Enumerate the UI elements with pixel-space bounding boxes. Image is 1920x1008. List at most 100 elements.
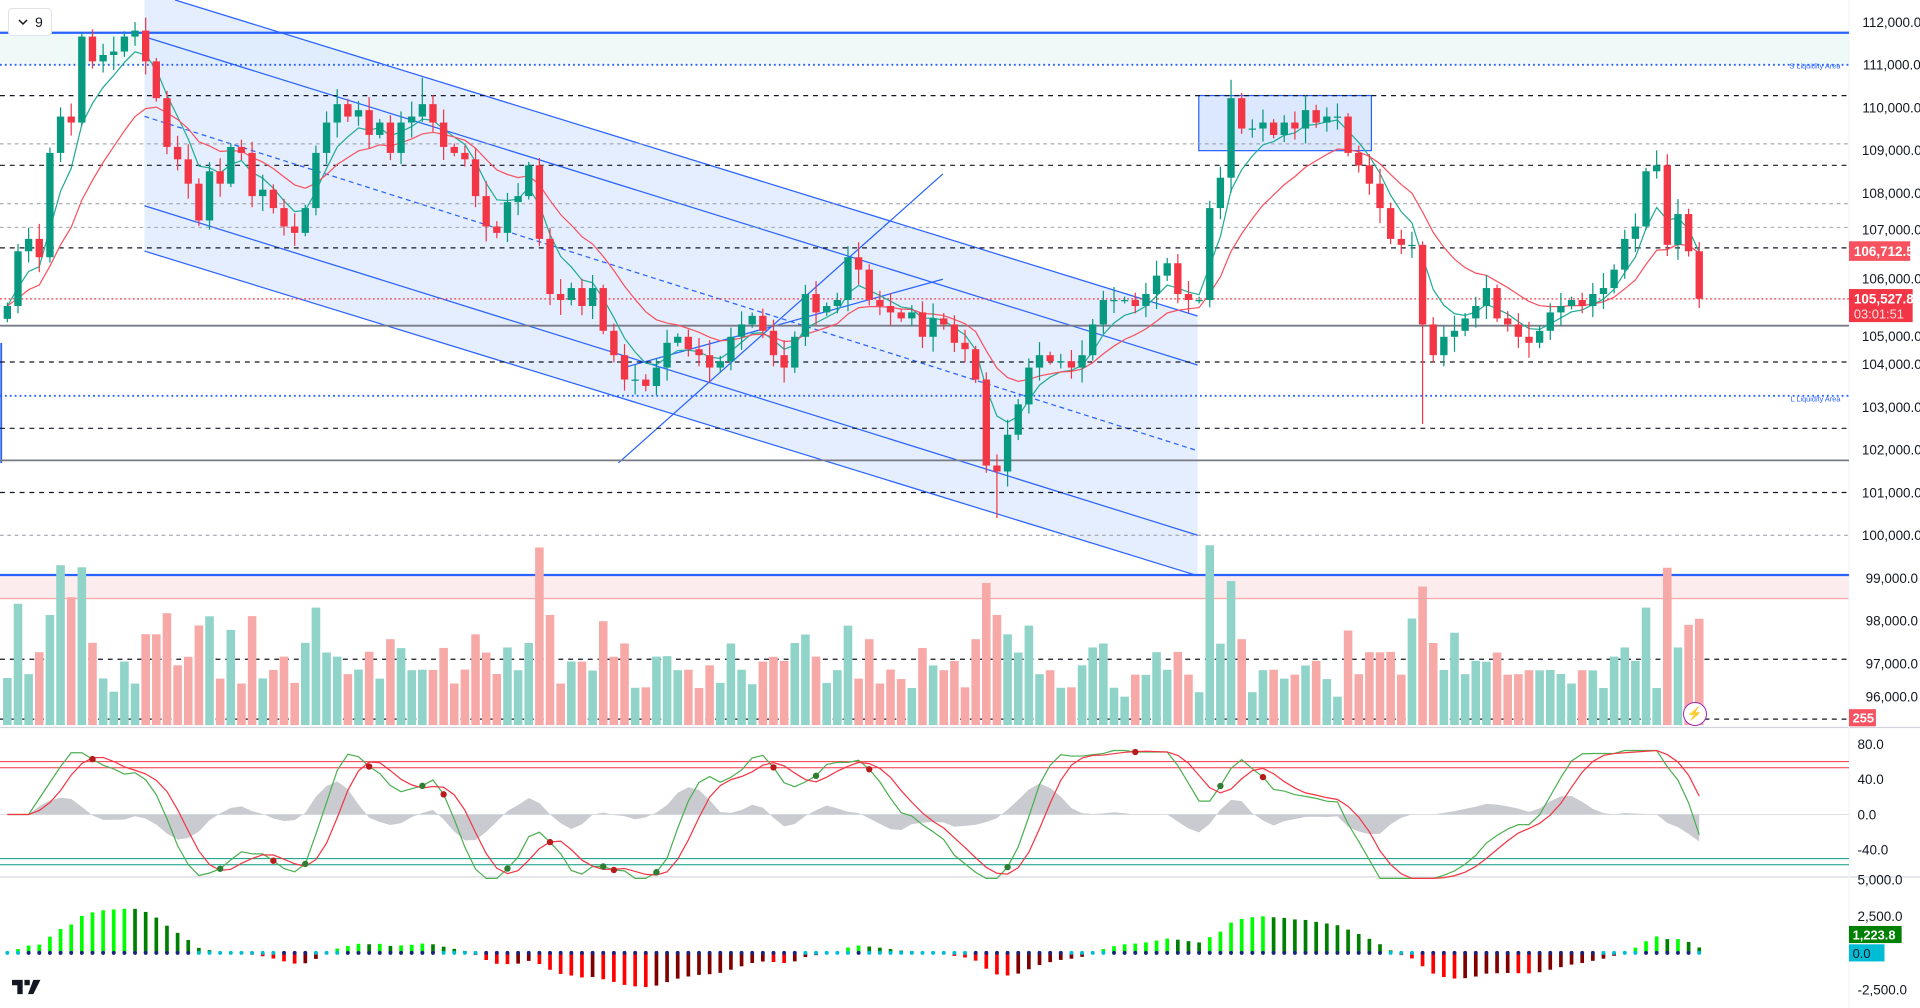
momentum-bar: [643, 952, 648, 988]
momentum-bar: [1559, 952, 1563, 968]
oscillator-histogram-area: [7, 781, 1700, 842]
volume-bar: [481, 652, 491, 726]
candle-body: [333, 104, 341, 123]
squeeze-dot: [803, 950, 808, 955]
candle-body: [195, 183, 203, 221]
oscillator-pane: [0, 748, 1849, 880]
channel-midline: [144, 115, 1198, 452]
squeeze-dot: [1186, 950, 1191, 955]
tradingview-logo-icon[interactable]: [12, 976, 44, 998]
volume-bar: [737, 669, 746, 726]
volume-bar: [705, 665, 714, 726]
squeeze-dot: [984, 950, 989, 955]
candle-body: [1631, 226, 1640, 239]
trend-line: [144, 36, 1198, 366]
candle-body: [56, 116, 65, 153]
volume-bar: [1663, 567, 1672, 726]
price-tick-label: 100,000.0: [1862, 528, 1920, 543]
momentum-bar: [452, 948, 457, 953]
volume-bar: [279, 656, 289, 726]
volume-bar: [694, 687, 704, 726]
candle-body: [748, 315, 756, 325]
candle: [1355, 145, 1363, 173]
candle: [482, 181, 490, 242]
squeeze-dot: [1197, 950, 1202, 955]
candle-body: [1025, 367, 1033, 405]
candle-body: [940, 318, 948, 325]
squeeze-dot: [697, 950, 701, 955]
candles: [3, 17, 1703, 519]
volume-value-text: 255: [1853, 711, 1874, 726]
squeeze-dot: [1346, 950, 1351, 955]
squeeze-dot: [952, 950, 957, 955]
volume-bar: [524, 643, 534, 726]
momentum-bar: [37, 944, 42, 953]
candle-body: [110, 51, 118, 55]
candle-body: [737, 324, 746, 337]
oscillator-tick-label: 80.0: [1858, 737, 1884, 752]
volume-bar: [950, 661, 959, 726]
candle: [1025, 358, 1033, 414]
momentum-bar: [1356, 934, 1361, 953]
volume-bar: [141, 634, 150, 726]
volume-bar: [1386, 651, 1395, 726]
squeeze-dot: [377, 950, 382, 955]
candle: [865, 264, 873, 306]
candle-body: [152, 61, 160, 99]
momentum-bar: [739, 952, 744, 967]
candle-body: [780, 355, 788, 368]
price-axis[interactable]: 112,000.0 111,000.0 110,000.0 109,000.0 108,…: [1858, 15, 1920, 998]
momentum-bar: [1293, 919, 1297, 953]
squeeze-dot: [420, 950, 425, 955]
momentum-bar: [558, 952, 563, 974]
candle: [940, 313, 948, 330]
price-tick-label: 101,000.0: [1862, 485, 1920, 500]
price-tick-label: 112,000.0: [1862, 15, 1920, 30]
trend-line: [144, 205, 1198, 536]
candle-body: [322, 122, 331, 153]
candle-body: [493, 226, 501, 233]
candle-body: [237, 146, 246, 153]
squeeze-dot: [260, 950, 265, 955]
candle: [408, 101, 416, 138]
volume-bar: [173, 665, 182, 726]
candle-body: [1099, 300, 1108, 325]
candle: [259, 174, 267, 212]
volume-bar: [779, 660, 789, 726]
candle-body: [631, 379, 639, 381]
volume-bar: [1130, 674, 1140, 726]
price-tick-label: 103,000.0: [1862, 400, 1920, 415]
candle: [78, 33, 86, 126]
volume-bar: [726, 643, 736, 726]
momentum-bar: [856, 945, 861, 953]
squeeze-dot: [1218, 950, 1223, 955]
candle: [1238, 92, 1246, 134]
volume-bar: [1673, 647, 1683, 726]
candle-body: [67, 116, 75, 123]
collapse-indicators-button[interactable]: 9: [8, 8, 52, 36]
momentum-bar: [101, 910, 105, 953]
candle-body: [556, 294, 565, 301]
candle-body: [1195, 300, 1203, 302]
volume-bar: [56, 565, 65, 726]
candle: [301, 204, 309, 237]
candle: [131, 22, 139, 46]
momentum-bar: [622, 952, 627, 985]
momentum-pane: [5, 908, 1702, 988]
squeeze-dot: [516, 950, 521, 955]
candle-body: [1504, 318, 1512, 325]
squeeze-dot: [79, 950, 84, 955]
candle: [120, 31, 129, 57]
candle-body: [1472, 306, 1480, 319]
momentum-bar: [654, 952, 659, 986]
squeeze-dot: [760, 950, 765, 955]
momentum-bar: [48, 936, 52, 953]
candle-body: [1110, 300, 1118, 302]
lightning-icon[interactable]: ⚡: [1683, 702, 1707, 726]
squeeze-dot: [452, 950, 457, 955]
volume-bar: [1088, 647, 1097, 726]
squeeze-dot: [122, 950, 127, 955]
candle: [1269, 119, 1278, 139]
momentum-bar: [1250, 917, 1255, 953]
